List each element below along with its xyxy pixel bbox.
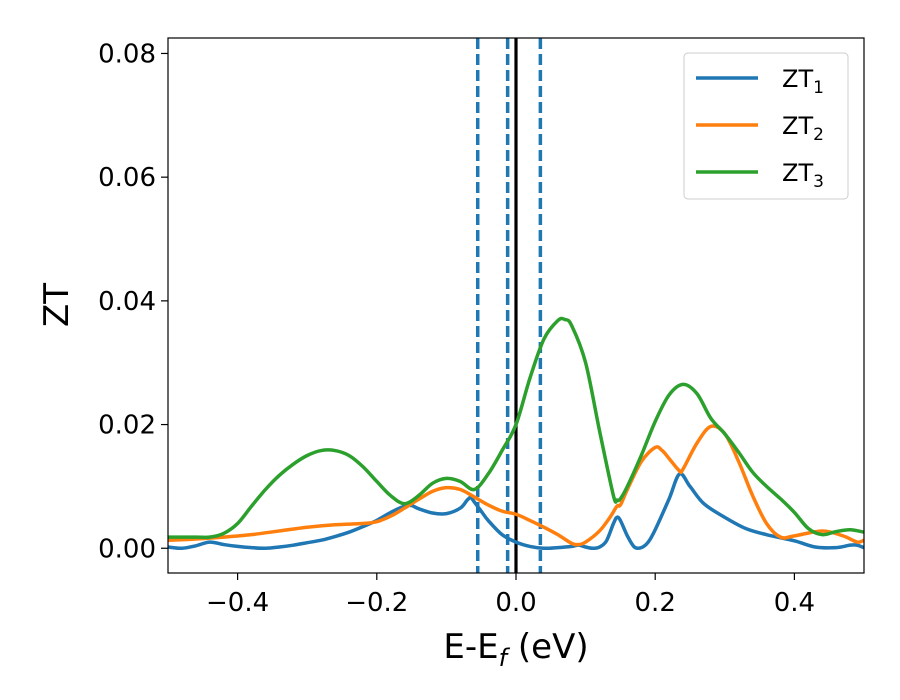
x-axis-label-main: E-E [443, 627, 498, 667]
series-layer [168, 316, 864, 551]
x-axis-label-unit: (eV) [507, 627, 589, 667]
legend-label-subscript: 2 [813, 125, 824, 145]
vertical-markers [475, 38, 543, 573]
x-axis-ticks: −0.4 −0.2 0.0 0.2 0.4 [206, 573, 815, 618]
x-tick-label: −0.4 [206, 588, 269, 618]
y-tick-label: 0.00 [98, 534, 156, 564]
legend-label-1: ZT1 [782, 65, 824, 98]
x-axis-label: E-Ef (eV) [443, 627, 588, 672]
y-tick-label: 0.04 [98, 287, 156, 317]
series-line-3 [168, 316, 864, 540]
legend-label-subscript: 1 [813, 78, 824, 98]
legend-label-2: ZT2 [782, 112, 824, 145]
series-line-2 [168, 424, 864, 547]
series-line-1 [168, 472, 864, 551]
y-tick-label: 0.02 [98, 411, 156, 441]
y-tick-label: 0.06 [98, 163, 156, 193]
x-tick-label: 0.4 [774, 588, 815, 618]
legend-label-main: ZT [782, 159, 813, 187]
y-axis-label: ZT [37, 283, 77, 327]
legend-box [683, 52, 849, 200]
x-tick-label: 0.0 [495, 588, 536, 618]
legend-label-main: ZT [782, 65, 813, 93]
y-tick-label: 0.08 [98, 39, 156, 69]
legend-label-3: ZT3 [782, 159, 824, 192]
x-tick-label: 0.2 [635, 588, 676, 618]
y-axis-ticks: 0.00 0.02 0.04 0.06 0.08 [98, 39, 168, 564]
legend-label-subscript: 3 [813, 172, 824, 192]
x-tick-label: −0.2 [345, 588, 408, 618]
legend-label-main: ZT [782, 112, 813, 140]
